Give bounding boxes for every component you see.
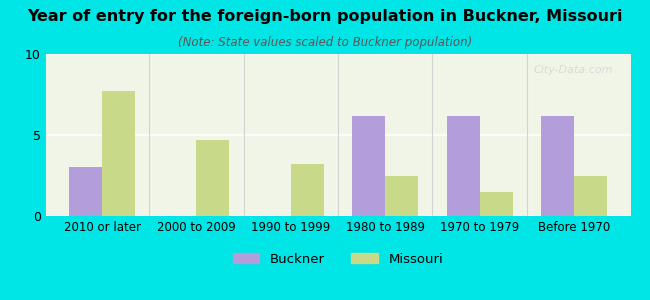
Text: (Note: State values scaled to Buckner population): (Note: State values scaled to Buckner po… xyxy=(178,36,472,49)
Text: Year of entry for the foreign-born population in Buckner, Missouri: Year of entry for the foreign-born popul… xyxy=(27,9,623,24)
Legend: Buckner, Missouri: Buckner, Missouri xyxy=(227,248,448,271)
Bar xyxy=(385,176,418,216)
Bar xyxy=(541,116,574,216)
Bar xyxy=(291,164,324,216)
Bar xyxy=(196,140,229,216)
Bar xyxy=(102,91,135,216)
Bar xyxy=(352,116,385,216)
Bar xyxy=(69,167,102,216)
Text: City-Data.com: City-Data.com xyxy=(534,65,613,75)
Bar xyxy=(574,176,607,216)
Bar xyxy=(480,192,513,216)
Bar xyxy=(447,116,480,216)
